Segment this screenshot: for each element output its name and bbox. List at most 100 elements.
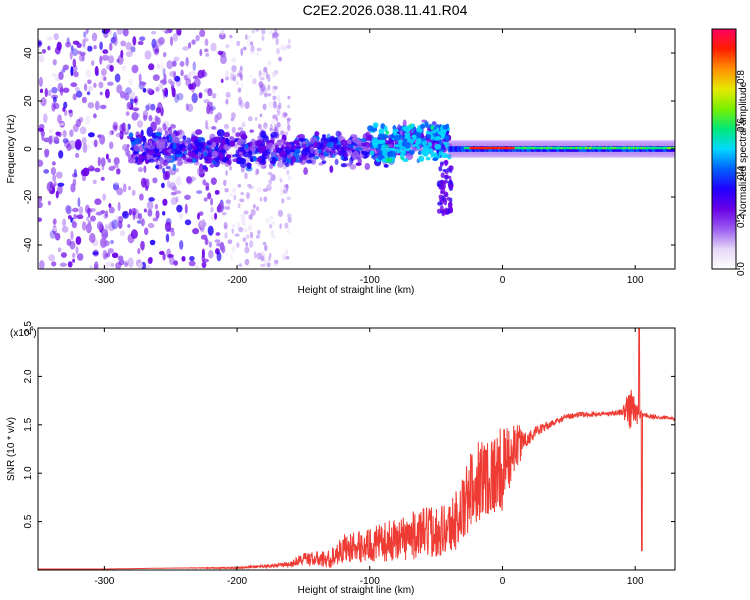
- spectrogram-cell: [329, 165, 334, 174]
- spectrogram-cell: [81, 96, 87, 104]
- spectrogram-cell: [270, 229, 275, 237]
- spectrogram-cell: [277, 209, 284, 218]
- spectrogram-cell: [169, 71, 177, 77]
- snr-y-tick-label: 2.5: [23, 321, 34, 335]
- spectrogram-x-tick-label: 100: [627, 275, 644, 286]
- spectrogram-cell: [159, 157, 164, 165]
- spectrogram-cell: [227, 239, 233, 245]
- spectrogram-cell: [243, 210, 249, 215]
- spectrogram-cell: [171, 185, 178, 192]
- spectrogram-cell: [184, 219, 192, 226]
- spectrogram-cell: [60, 252, 67, 258]
- spectrogram-cell: [279, 178, 283, 183]
- spectrogram-cell: [266, 142, 275, 150]
- spectrogram-cell: [268, 101, 274, 108]
- spectrogram-cell: [223, 132, 230, 138]
- spectrogram-cell: [231, 228, 235, 235]
- spectrogram-cell: [286, 117, 292, 122]
- spectrogram-cell: [136, 220, 143, 224]
- spectrogram-cell: [195, 129, 203, 135]
- spectrogram-cell: [210, 42, 217, 52]
- spectrogram-cell: [126, 144, 130, 148]
- spectrogram-cell: [170, 191, 177, 196]
- spectrogram-cell: [272, 114, 278, 120]
- spectrogram-cell: [135, 156, 139, 163]
- spectrogram-cell: [72, 58, 77, 68]
- spectrogram-cell: [253, 203, 256, 209]
- spectrogram-cell: [378, 150, 383, 155]
- spectrogram-cell: [236, 157, 245, 162]
- spectrogram-cell: [132, 36, 137, 46]
- spectrogram-cell: [70, 230, 74, 240]
- spectrogram-cell: [443, 192, 449, 198]
- spectrogram-cell: [173, 56, 180, 62]
- spectrogram-cell: [131, 64, 139, 74]
- spectrogram-cell: [292, 140, 300, 144]
- spectrogram-cell: [186, 158, 193, 163]
- spectrogram-cell: [239, 198, 245, 203]
- snr-y-tick-label: 0.5: [23, 514, 34, 528]
- spectrogram-cell: [58, 150, 64, 159]
- spectrogram-cell: [237, 127, 243, 131]
- spectrogram-cell: [279, 223, 282, 230]
- spectrogram-cell: [286, 117, 290, 126]
- spectrogram-cell: [231, 57, 237, 63]
- spectrogram-cell: [252, 78, 257, 85]
- spectrogram-cell: [263, 93, 269, 98]
- spectrogram-cell: [224, 76, 230, 81]
- spectrogram-cell: [116, 187, 124, 196]
- spectrogram-cell: [89, 207, 96, 213]
- spectrogram-cell: [207, 225, 214, 236]
- spectrogram-cell: [301, 143, 307, 149]
- spectrogram-cell: [38, 201, 43, 209]
- spectrogram-cell: [204, 48, 209, 53]
- spectrogram-cell: [43, 169, 50, 174]
- spectrogram-cell: [173, 260, 179, 266]
- spectrogram-cell: [284, 222, 289, 229]
- spectrogram-cell: [280, 130, 285, 136]
- spectrogram-cell: [119, 124, 124, 133]
- spectrogram-cell: [334, 158, 339, 166]
- spectrogram-cell: [93, 45, 97, 50]
- spectrogram-cell: [69, 129, 74, 138]
- spectrogram-cell: [124, 92, 130, 101]
- spectrogram-cell: [229, 140, 236, 144]
- spectrogram-cell: [105, 261, 113, 267]
- spectrogram-cell: [94, 100, 100, 111]
- spectrogram-x-tick-label: -300: [94, 275, 114, 286]
- spectrogram-cell: [143, 227, 149, 236]
- spectrogram-cell: [192, 75, 199, 80]
- spectrogram-cell: [75, 90, 83, 98]
- spectrogram-cell: [242, 237, 247, 243]
- spectrogram-cell: [443, 198, 448, 206]
- spectrogram-cell: [107, 81, 114, 86]
- spectrogram-cell: [421, 149, 428, 156]
- snr-x-tick-label: -300: [94, 576, 114, 587]
- spectrogram-cell: [256, 47, 262, 52]
- spectrogram-cell: [100, 157, 106, 167]
- spectrogram-cell: [150, 103, 156, 111]
- spectrogram-cell: [314, 131, 320, 137]
- spectrogram-cell: [433, 136, 440, 141]
- spectrogram-cell: [268, 256, 271, 262]
- spectrogram-cell: [216, 251, 222, 262]
- spectrogram-cell: [402, 119, 407, 128]
- spectrogram-cell: [205, 52, 210, 57]
- spectrogram-cell: [269, 127, 274, 132]
- spectrogram-cell: [237, 203, 241, 209]
- spectrogram-cell: [143, 114, 147, 122]
- spectrogram-cell: [224, 70, 229, 78]
- spectrogram-cell: [118, 220, 123, 229]
- spectrogram-cell: [357, 158, 363, 164]
- spectrogram-cell: [272, 261, 278, 267]
- spectrogram-cell: [402, 158, 409, 162]
- spectrogram-cell: [269, 163, 274, 170]
- spectrogram-cell: [56, 41, 62, 51]
- spectrogram-cell: [399, 135, 404, 139]
- spectrogram-cell: [152, 217, 159, 222]
- spectrogram-cell: [249, 129, 254, 133]
- spectrogram-cell: [74, 86, 80, 92]
- spectrogram-cell: [107, 248, 114, 254]
- spectrogram-cell: [225, 43, 230, 49]
- spectrogram-cell: [62, 137, 69, 144]
